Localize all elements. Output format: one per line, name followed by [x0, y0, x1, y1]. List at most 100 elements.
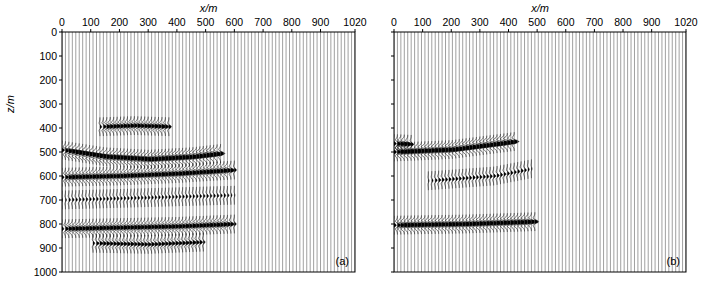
x-tick-label: 800: [614, 16, 632, 28]
wavelet-fill: [490, 167, 492, 186]
y-tick-label: 400: [39, 122, 57, 134]
wavelet: [137, 189, 139, 208]
trace: [569, 32, 570, 272]
wavelet: [123, 189, 125, 208]
wavelet: [157, 235, 162, 254]
trace: [351, 32, 352, 272]
x-tick-label: 0: [59, 16, 65, 28]
frame: [62, 32, 355, 272]
wavelet: [500, 165, 503, 184]
wavelet-fill: [100, 117, 102, 136]
wavelet: [527, 160, 529, 179]
wavelet-fill: [518, 162, 520, 181]
wavelet: [431, 171, 433, 190]
plot-area: [62, 32, 355, 272]
wavelet: [192, 187, 194, 206]
x-tick-label: 500: [197, 16, 215, 28]
wavelet: [178, 187, 180, 206]
wavelet-fill: [169, 188, 171, 207]
wavelet: [110, 189, 112, 208]
y-tick-label: 300: [39, 98, 57, 110]
wavelet-fill: [214, 186, 216, 205]
wavelet-fill: [145, 188, 147, 207]
wavelet: [92, 234, 94, 253]
wavelet-fill: [155, 188, 157, 207]
x-axis-label: x/m: [530, 2, 549, 14]
trace: [634, 32, 635, 272]
wavelet-fill: [107, 189, 109, 208]
wavelet-fill: [131, 189, 133, 208]
wavelet: [508, 133, 518, 152]
x-tick-label: 900: [312, 16, 330, 28]
wavelet-fill: [200, 187, 202, 206]
wavelet: [493, 167, 496, 186]
y-tick-label: 900: [39, 242, 57, 254]
wavelet: [517, 162, 520, 181]
y-tick: [59, 248, 62, 249]
trace: [558, 32, 559, 272]
wavelet: [496, 166, 499, 185]
wavelet-fill: [210, 187, 212, 206]
wavelet-fill: [93, 190, 95, 209]
wavelet-fill: [172, 188, 174, 207]
x-tick-label: 800: [283, 16, 301, 28]
wavelet-fill: [234, 161, 236, 180]
trace: [473, 32, 474, 272]
y-tick: [59, 272, 62, 273]
wavelet: [165, 188, 167, 207]
y-tick-label: 1000: [34, 266, 58, 278]
wavelet: [154, 235, 159, 254]
wavelet: [140, 235, 145, 254]
trace: [289, 32, 290, 272]
wavelet-fill: [230, 186, 232, 205]
wavelet: [126, 235, 131, 254]
wavelet-fill: [470, 168, 472, 187]
wavelet-fill: [497, 166, 499, 185]
trace: [665, 32, 666, 272]
wavelet: [448, 170, 451, 189]
trace: [327, 32, 328, 272]
wavelet-fill: [110, 189, 112, 208]
y-tick-label: 600: [39, 170, 57, 182]
x-tick: [651, 29, 652, 32]
trace: [483, 32, 484, 272]
x-tick: [90, 29, 91, 32]
trace: [610, 32, 611, 272]
y-tick-label: 700: [39, 194, 57, 206]
wavelet: [482, 167, 485, 186]
wavelet-fill: [193, 187, 195, 206]
wavelet: [99, 117, 102, 136]
wavelet: [479, 168, 482, 187]
wavelet: [489, 167, 492, 186]
figure: 0100200300400500600700800900102001002003…: [0, 0, 725, 287]
wavelet-fill: [186, 187, 188, 206]
wavelet-fill: [432, 171, 433, 190]
wavelet: [230, 186, 231, 205]
wavelet-fill: [100, 190, 102, 209]
x-tick-label: 500: [528, 16, 546, 28]
wavelet: [465, 169, 468, 188]
wavelet-fill: [83, 190, 85, 209]
trace: [648, 32, 649, 272]
trace: [661, 32, 662, 272]
wavelet: [102, 234, 107, 253]
wavelet-fill: [121, 189, 123, 208]
trace: [631, 32, 632, 272]
wavelet: [119, 234, 124, 253]
trace: [572, 32, 573, 272]
wavelet-fill: [200, 233, 203, 252]
trace: [337, 32, 338, 272]
trace: [310, 32, 311, 272]
wavelet-fill: [196, 233, 199, 252]
trace: [265, 32, 266, 272]
wavelet: [151, 188, 153, 207]
wavelet-fill: [487, 167, 489, 186]
trace: [479, 32, 480, 272]
y-tick: [391, 152, 394, 153]
wavelet: [89, 190, 91, 209]
wavelet: [102, 117, 107, 136]
trace: [272, 32, 273, 272]
trace: [651, 32, 652, 272]
wavelet-fill: [500, 165, 502, 184]
wavelet: [227, 186, 229, 205]
